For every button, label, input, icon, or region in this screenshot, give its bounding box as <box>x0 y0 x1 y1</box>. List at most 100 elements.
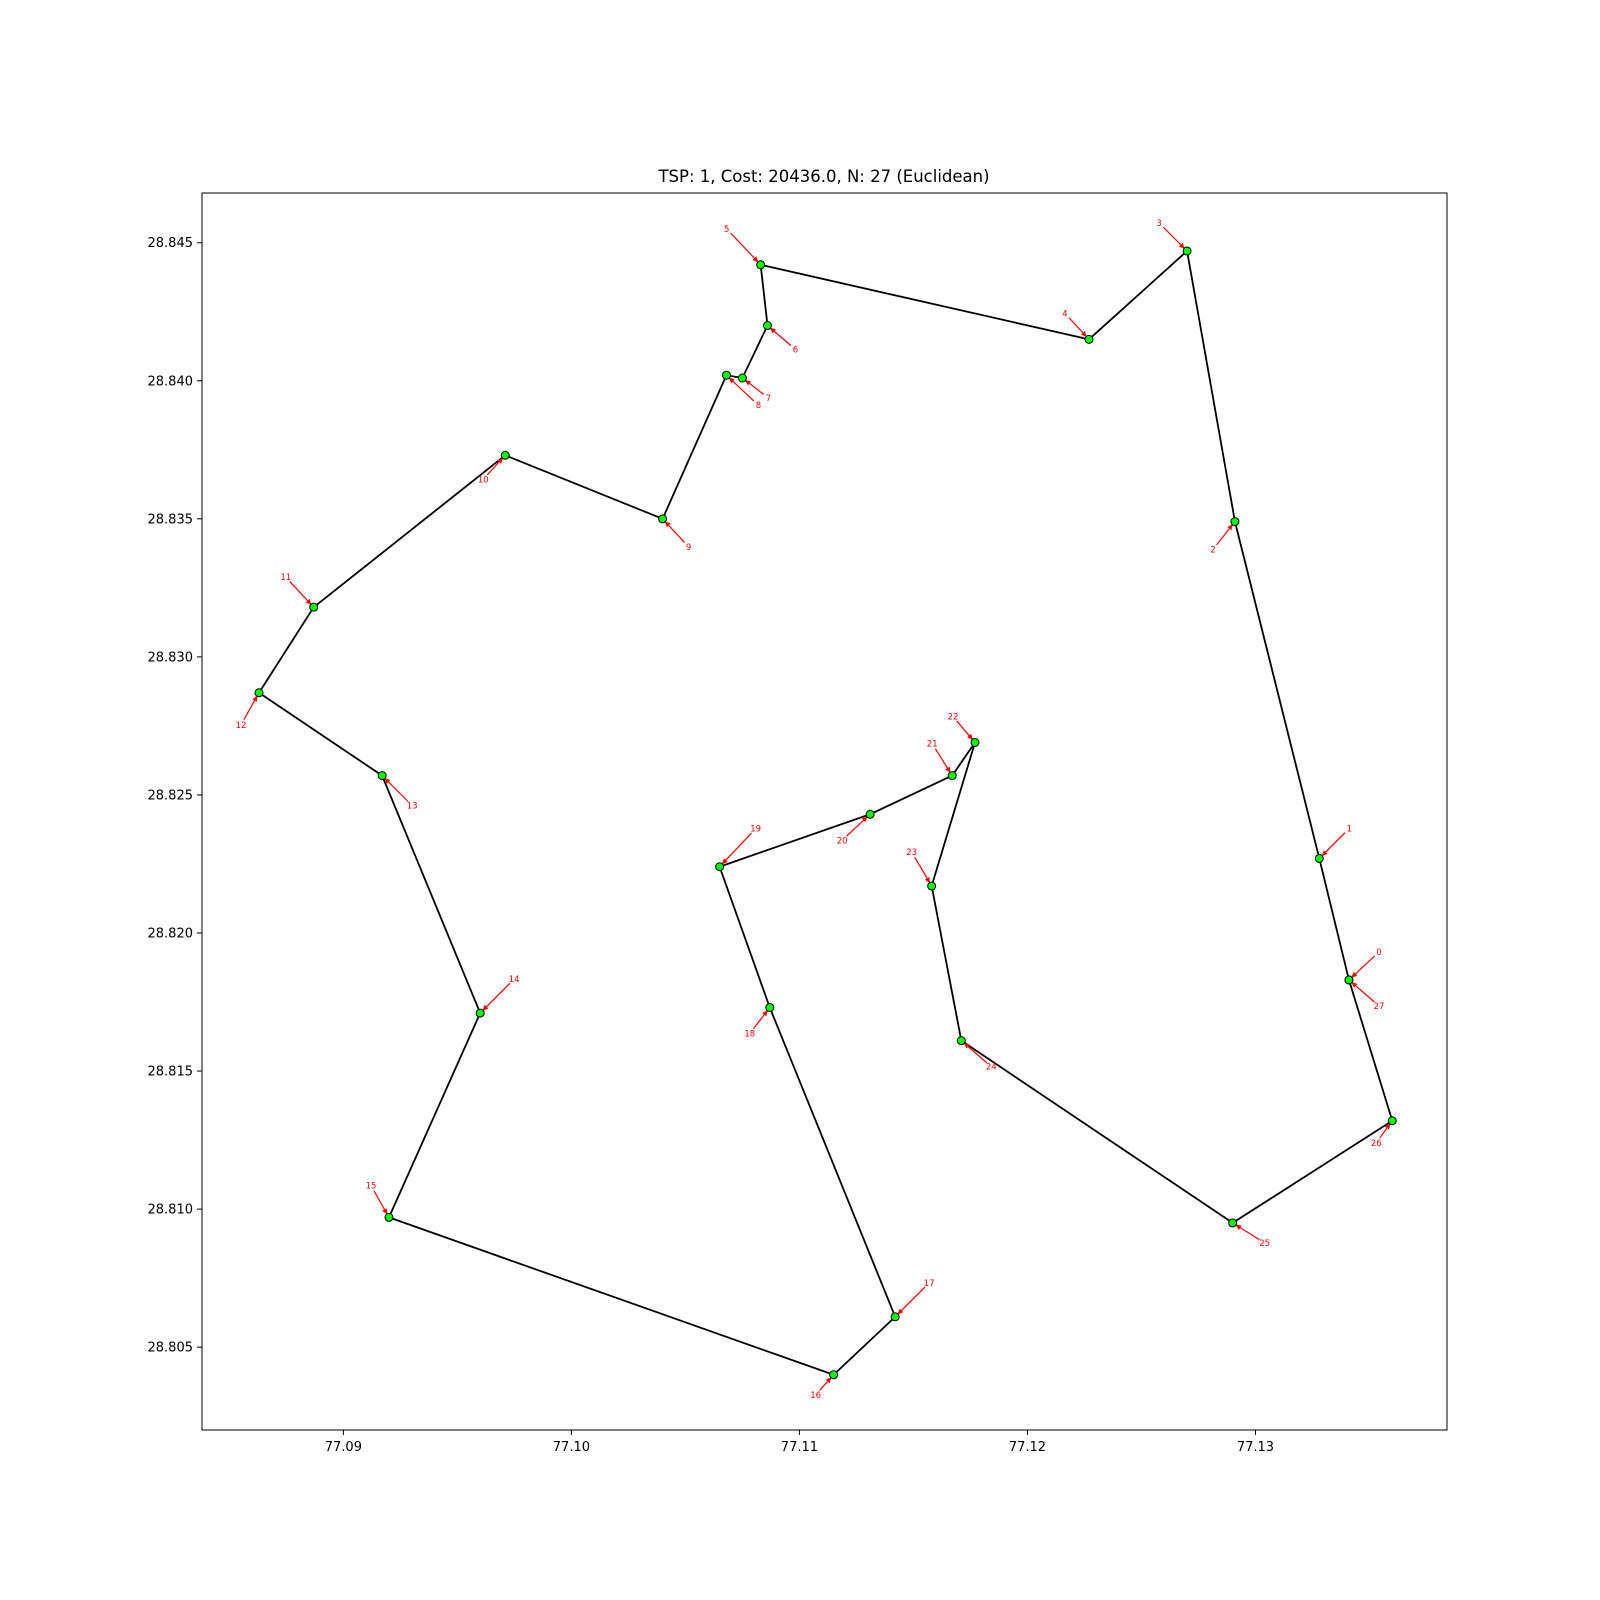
route-node <box>1314 853 1324 863</box>
route-segment <box>661 374 728 520</box>
y-tick-label: 28.835 <box>148 512 194 527</box>
route-segment <box>313 454 506 608</box>
route-segment <box>1318 858 1350 981</box>
label-arrow-head <box>825 1377 832 1384</box>
node-label: 9 <box>686 543 691 553</box>
route-segment <box>960 1039 1234 1224</box>
label-arrow-head <box>1080 330 1087 338</box>
route-node <box>309 602 319 612</box>
label-arrow-head <box>482 1004 489 1011</box>
node-label: 3 <box>1156 219 1161 229</box>
label-arrow-head <box>305 598 312 605</box>
label-arrow-line <box>721 832 752 865</box>
chart-title: TSP: 1, Cost: 20436.0, N: 27 (Euclidean) <box>657 167 989 186</box>
route-segment <box>741 325 769 379</box>
label-arrow-head <box>769 327 777 334</box>
route-node <box>762 321 772 331</box>
node-label: 18 <box>744 1030 755 1040</box>
node-label: 26 <box>1371 1139 1382 1149</box>
node-label: 2 <box>1210 546 1215 556</box>
label-arrow-head <box>252 695 258 702</box>
route-node <box>384 1212 394 1222</box>
label-arrow-line <box>730 232 760 264</box>
route-segment <box>258 692 383 777</box>
route-segment <box>930 885 963 1041</box>
node-label: 20 <box>837 836 848 846</box>
node-label: 24 <box>986 1063 997 1073</box>
route-node <box>1344 975 1354 985</box>
route-node <box>500 450 510 460</box>
plot-area-frame <box>201 192 1448 1431</box>
y-tick-label: 28.840 <box>148 374 194 389</box>
label-arrow-head <box>721 858 728 865</box>
route-node <box>756 260 766 270</box>
label-arrow-head <box>1235 1224 1242 1230</box>
label-arrow-head <box>752 256 759 263</box>
route-node <box>658 514 668 524</box>
route-segment <box>768 1007 897 1318</box>
label-arrow-head <box>1351 971 1358 978</box>
route-segment <box>759 264 769 326</box>
route-segment <box>869 774 953 816</box>
label-arrow-head <box>967 733 974 741</box>
y-tick-label: 28.830 <box>148 650 194 665</box>
route-segment <box>833 1316 896 1376</box>
x-tick-label: 77.09 <box>325 1440 362 1455</box>
node-label: 21 <box>927 740 938 750</box>
node-label: 13 <box>407 802 418 812</box>
y-tick-label: 28.815 <box>148 1065 194 1080</box>
node-labels: 0123456789101112131415161718192021222324… <box>236 219 1385 1401</box>
route-node <box>715 862 725 872</box>
node-label: 14 <box>509 975 520 985</box>
y-tick-label: 28.810 <box>148 1203 194 1218</box>
label-arrow-head <box>963 1042 970 1049</box>
route-segment <box>719 813 871 868</box>
label-arrow-head <box>497 457 504 464</box>
route-node <box>1084 334 1094 344</box>
node-label: 15 <box>366 1181 377 1191</box>
route-node <box>1230 517 1240 527</box>
x-tick-label: 77.10 <box>553 1440 590 1455</box>
label-arrow-head <box>744 379 752 386</box>
node-label: 22 <box>948 712 959 722</box>
x-tick-label: 77.13 <box>1237 1440 1274 1455</box>
route-segment <box>1088 250 1188 341</box>
node-label: 5 <box>724 225 729 235</box>
label-arrow-head <box>1227 523 1234 531</box>
node-label: 6 <box>793 346 798 356</box>
route-node <box>377 771 387 781</box>
x-tick-label: 77.11 <box>781 1440 818 1455</box>
route-segment <box>1232 1119 1393 1224</box>
y-tick-label: 28.820 <box>148 926 194 941</box>
node-label: 27 <box>1374 1002 1385 1012</box>
label-arrow-head <box>1178 242 1185 249</box>
x-axis: 77.09 77.10 77.11 77.12 77.13 <box>325 1430 1274 1455</box>
label-arrow-line <box>896 1286 926 1316</box>
route-nodes <box>254 246 1397 1380</box>
y-tick-label: 28.825 <box>148 788 194 803</box>
route-node <box>970 737 980 747</box>
label-arrow-head <box>1384 1123 1391 1130</box>
label-arrow-head <box>382 1208 388 1215</box>
route-node <box>475 1008 485 1018</box>
node-label-arrows <box>243 226 1391 1391</box>
route-segment <box>504 454 663 520</box>
route-segment <box>388 1216 834 1376</box>
route-node <box>721 370 731 380</box>
route-node <box>865 809 875 819</box>
node-label: 16 <box>810 1391 821 1401</box>
node-label: 0 <box>1376 948 1381 958</box>
route-node <box>927 881 937 891</box>
node-label: 11 <box>280 573 291 583</box>
route-node <box>254 688 264 698</box>
label-arrow-head <box>1321 850 1328 857</box>
y-axis: 28.805 28.810 28.815 28.820 28.825 28.830 28.8… <box>148 236 202 1356</box>
y-tick-label: 28.805 <box>148 1341 194 1356</box>
x-tick-label: 77.12 <box>1009 1440 1046 1455</box>
label-arrow-head <box>945 766 951 774</box>
label-arrow-head <box>728 377 735 384</box>
route-segment <box>381 775 482 1014</box>
label-arrow-head <box>897 1308 904 1315</box>
y-tick-label: 28.845 <box>148 236 194 251</box>
